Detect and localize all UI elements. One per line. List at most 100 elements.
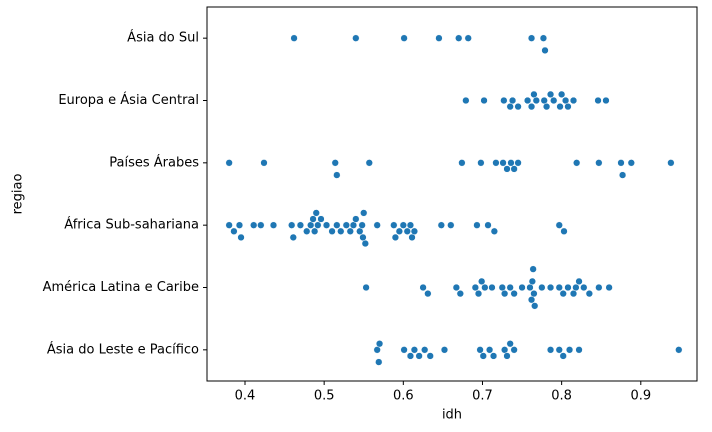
point — [403, 227, 411, 235]
point — [462, 96, 470, 105]
point — [506, 340, 514, 348]
point — [595, 159, 603, 167]
y-tick-label: Ásia do Leste e Pacífico — [47, 341, 199, 357]
x-tick-label: 0.4 — [235, 389, 256, 404]
point — [408, 233, 416, 242]
point — [667, 159, 675, 167]
point — [481, 283, 489, 292]
point — [510, 346, 518, 354]
point — [480, 96, 488, 105]
point — [406, 221, 415, 229]
point — [490, 227, 499, 235]
point — [317, 215, 325, 223]
point — [560, 227, 568, 235]
point — [528, 277, 536, 286]
point — [362, 283, 370, 292]
point — [288, 221, 296, 229]
point — [500, 96, 508, 105]
point — [555, 221, 563, 229]
point — [464, 34, 472, 42]
point — [312, 209, 320, 217]
point — [572, 283, 580, 292]
point — [309, 215, 317, 223]
point — [503, 165, 511, 173]
point — [471, 283, 480, 292]
point — [627, 159, 635, 167]
point — [235, 221, 244, 229]
point — [365, 159, 373, 167]
y-tick-label: Europa e Ásia Central — [58, 92, 199, 108]
point — [331, 159, 339, 167]
point — [514, 159, 522, 167]
point — [559, 352, 567, 360]
point — [531, 302, 539, 310]
point — [489, 352, 498, 360]
point — [391, 233, 400, 242]
point — [419, 283, 427, 292]
x-tick-label: 0.8 — [551, 389, 572, 404]
point — [337, 227, 345, 235]
point — [237, 233, 245, 242]
point — [594, 96, 602, 105]
point — [400, 346, 408, 354]
point — [503, 352, 511, 360]
x-tick-label: 0.7 — [472, 389, 493, 404]
point — [296, 221, 305, 229]
point — [269, 221, 278, 229]
point — [426, 352, 434, 360]
point — [373, 346, 381, 354]
point — [424, 289, 432, 298]
point — [395, 227, 404, 235]
x-tick-label: 0.9 — [630, 389, 651, 404]
point — [564, 102, 572, 111]
point — [550, 96, 558, 105]
y-axis-label: regiao — [11, 174, 26, 215]
point — [569, 289, 578, 298]
point — [349, 221, 358, 229]
point — [499, 159, 507, 167]
point — [359, 233, 367, 242]
point — [538, 283, 546, 292]
x-axis-label: idh — [442, 408, 462, 423]
x-tick-label: 0.5 — [314, 389, 335, 404]
point — [455, 34, 463, 42]
point — [307, 221, 315, 229]
point — [526, 283, 534, 292]
point — [506, 102, 514, 111]
point — [498, 283, 506, 292]
point — [356, 227, 364, 235]
point — [375, 340, 384, 348]
point — [250, 221, 258, 229]
point — [530, 90, 538, 99]
point — [518, 283, 526, 292]
point — [290, 34, 298, 42]
point — [352, 34, 360, 42]
point — [530, 289, 538, 298]
point — [322, 221, 331, 229]
point — [527, 296, 536, 304]
point — [540, 96, 548, 105]
point — [559, 289, 567, 298]
point — [575, 346, 583, 354]
point — [500, 289, 509, 298]
point — [564, 283, 572, 292]
point — [546, 283, 555, 292]
point — [474, 289, 483, 298]
point — [225, 159, 233, 167]
point — [506, 283, 514, 292]
point — [375, 358, 383, 366]
point — [527, 34, 536, 42]
point — [421, 346, 429, 354]
point — [565, 346, 574, 354]
point — [514, 102, 522, 111]
point — [675, 346, 683, 354]
point — [555, 346, 563, 354]
point — [546, 346, 555, 354]
point — [342, 221, 350, 229]
point — [527, 102, 536, 111]
point — [289, 233, 297, 242]
y-tick-label: América Latina e Caribe — [43, 280, 199, 295]
point — [358, 221, 366, 229]
point — [406, 352, 415, 360]
